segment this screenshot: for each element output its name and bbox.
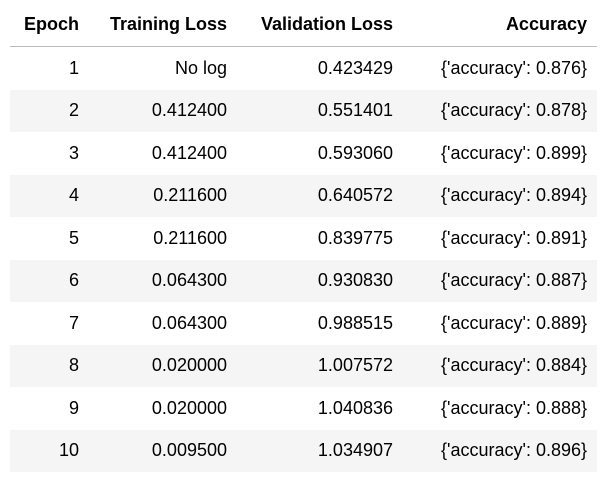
table-row: 2 0.412400 0.551401 {'accuracy': 0.878} <box>10 89 597 132</box>
table-cell: 0.211600 <box>153 227 227 248</box>
table-cell: 0.640572 <box>317 185 393 206</box>
table-cell: 0.593060 <box>317 142 393 163</box>
table-cell: 0.412400 <box>151 142 227 163</box>
table-row: 6 0.064300 0.930830 {'accuracy': 0.887} <box>10 259 597 302</box>
table-cell: {'accuracy': 0.887} <box>441 270 587 291</box>
table-row: 10 0.009500 1.034907 {'accuracy': 0.896} <box>10 429 597 472</box>
column-header: Training Loss <box>89 2 237 47</box>
table-row: 4 0.211600 0.640572 {'accuracy': 0.894} <box>10 174 597 217</box>
table-cell: 0.064300 <box>151 270 227 291</box>
table-cell: 0.020000 <box>151 355 227 376</box>
table-header: Epoch Training Loss Validation Loss Accurac… <box>10 2 597 47</box>
table-cell: 0.423429 <box>317 57 393 78</box>
table-cell: 1.034907 <box>317 440 393 461</box>
table-cell: 8 <box>68 355 79 376</box>
table-cell: 6 <box>68 270 79 291</box>
column-header: Epoch <box>10 2 89 47</box>
table-cell: 0.988515 <box>317 312 393 333</box>
table-cell: {'accuracy': 0.889} <box>441 312 587 333</box>
table-row: 3 0.412400 0.593060 {'accuracy': 0.899} <box>10 132 597 175</box>
table-cell: 5 <box>68 227 79 248</box>
table-row: 7 0.064300 0.988515 {'accuracy': 0.889} <box>10 302 597 345</box>
table-cell: {'accuracy': 0.896} <box>441 440 587 461</box>
table-cell: 0.930830 <box>317 270 393 291</box>
table-cell: {'accuracy': 0.891} <box>441 227 587 248</box>
table-cell: 7 <box>68 312 79 333</box>
table-row: 5 0.211600 0.839775 {'accuracy': 0.891} <box>10 217 597 260</box>
table-cell: 9 <box>68 397 79 418</box>
table-cell: 1 <box>68 57 79 78</box>
table-row: 1 No log 0.423429 {'accuracy': 0.876} <box>10 47 597 90</box>
table-cell: 0.211600 <box>153 185 227 206</box>
header-row: Epoch Training Loss Validation Loss Accurac… <box>10 2 597 47</box>
table-cell: 1.040836 <box>317 397 393 418</box>
table-cell: {'accuracy': 0.894} <box>441 185 587 206</box>
column-header: Validation Loss <box>237 2 403 47</box>
table-cell: 4 <box>68 185 79 206</box>
table-cell: 0.009500 <box>151 440 227 461</box>
table-cell: No log <box>174 57 227 78</box>
table-cell: {'accuracy': 0.899} <box>441 142 587 163</box>
table-cell: 0.839775 <box>317 227 393 248</box>
table-cell: {'accuracy': 0.884} <box>441 355 587 376</box>
table-cell: {'accuracy': 0.876} <box>441 57 587 78</box>
table-cell: 1.007572 <box>317 355 393 376</box>
table-cell: 0.412400 <box>151 100 227 121</box>
results-table: Epoch Training Loss Validation Loss Accurac… <box>10 2 597 472</box>
table-cell: 0.064300 <box>151 312 227 333</box>
table-body: 1 No log 0.423429 {'accuracy': 0.876} 2 0.412… <box>10 47 597 472</box>
table-cell: 0.020000 <box>151 397 227 418</box>
table-cell: 10 <box>58 440 79 461</box>
table-cell: {'accuracy': 0.888} <box>441 397 587 418</box>
table-row: 8 0.020000 1.007572 {'accuracy': 0.884} <box>10 344 597 387</box>
table-cell: 2 <box>68 100 79 121</box>
column-header: Accuracy <box>403 2 597 47</box>
table-cell: 3 <box>68 142 79 163</box>
table-cell: 0.551401 <box>317 100 393 121</box>
table-row: 9 0.020000 1.040836 {'accuracy': 0.888} <box>10 387 597 430</box>
table-cell: {'accuracy': 0.878} <box>441 100 587 121</box>
